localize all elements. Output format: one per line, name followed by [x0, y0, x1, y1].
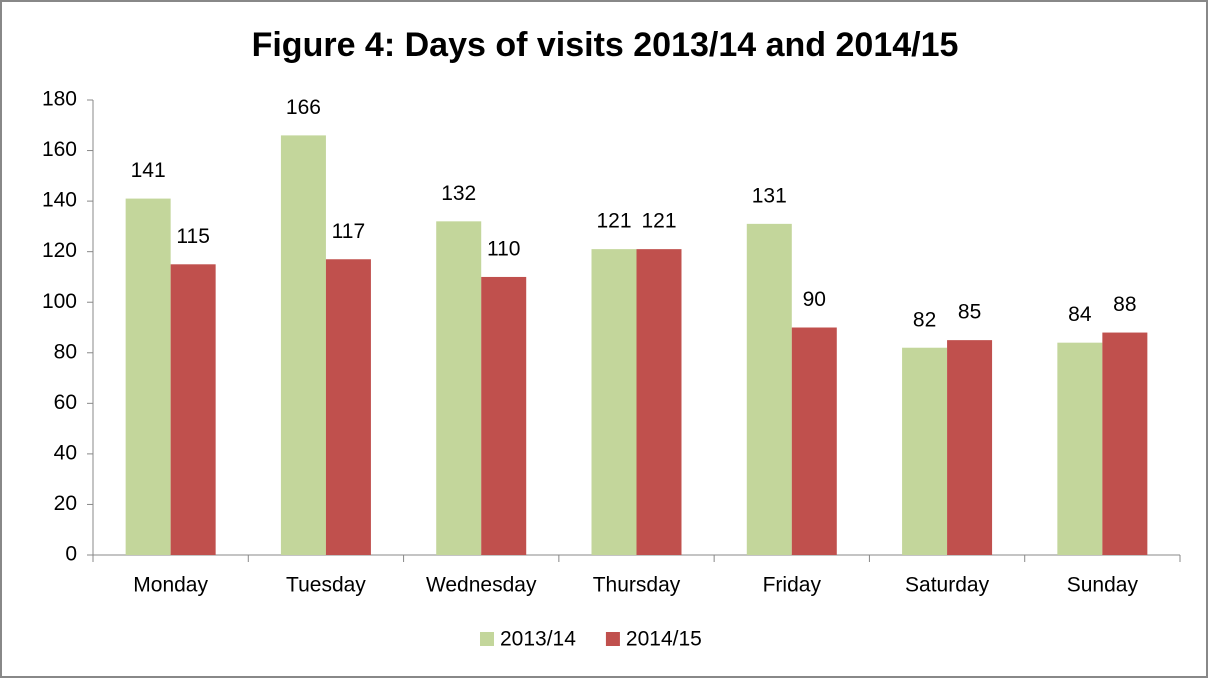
y-tick-label: 80 [54, 340, 77, 363]
data-label: 84 [1068, 303, 1092, 326]
bar [125, 198, 171, 556]
x-tick-label: Tuesday [286, 574, 366, 597]
data-label: 115 [176, 225, 209, 248]
y-tick-label: 120 [42, 239, 77, 262]
bar [170, 264, 216, 555]
bar [481, 276, 527, 555]
data-label: 132 [441, 182, 476, 205]
y-tick-label: 180 [42, 88, 77, 111]
legend-swatch [605, 632, 620, 646]
y-tick-label: 160 [42, 138, 77, 161]
bar [1102, 332, 1148, 555]
legend-swatch [480, 632, 494, 646]
data-label: 121 [641, 210, 676, 233]
x-tick-label: Monday [133, 574, 208, 597]
y-tick-label: 40 [54, 441, 77, 464]
data-label: 141 [131, 159, 166, 182]
data-label: 82 [913, 308, 936, 331]
chart-title: Figure 4: Days of visits 2013/14 and 201… [252, 26, 959, 64]
y-tick-label: 60 [54, 391, 77, 414]
bar [746, 223, 792, 555]
bar [325, 259, 371, 555]
bar [591, 249, 637, 555]
data-label: 166 [286, 96, 321, 119]
y-tick-label: 140 [42, 189, 77, 212]
bar [280, 135, 326, 555]
data-label: 110 [487, 237, 520, 260]
legend-label: 2014/15 [626, 628, 702, 651]
bar [791, 327, 837, 555]
data-label: 90 [803, 288, 826, 311]
x-tick-label: Sunday [1067, 574, 1139, 597]
y-tick-label: 20 [54, 492, 77, 515]
data-label: 117 [332, 220, 365, 243]
data-label: 121 [596, 210, 631, 233]
bar [1057, 342, 1103, 555]
data-label: 85 [958, 301, 981, 324]
x-tick-label: Friday [763, 574, 822, 597]
data-label: 88 [1113, 293, 1136, 316]
y-tick-label: 100 [42, 290, 77, 313]
x-tick-label: Wednesday [426, 574, 537, 597]
bar [636, 249, 682, 555]
bar [436, 221, 482, 556]
legend-label: 2013/14 [500, 628, 576, 651]
x-tick-label: Saturday [905, 574, 990, 597]
x-tick-label: Thursday [593, 574, 681, 597]
y-tick-label: 0 [65, 543, 77, 566]
bar [947, 340, 993, 555]
data-label: 131 [752, 184, 787, 207]
bar [902, 347, 948, 555]
